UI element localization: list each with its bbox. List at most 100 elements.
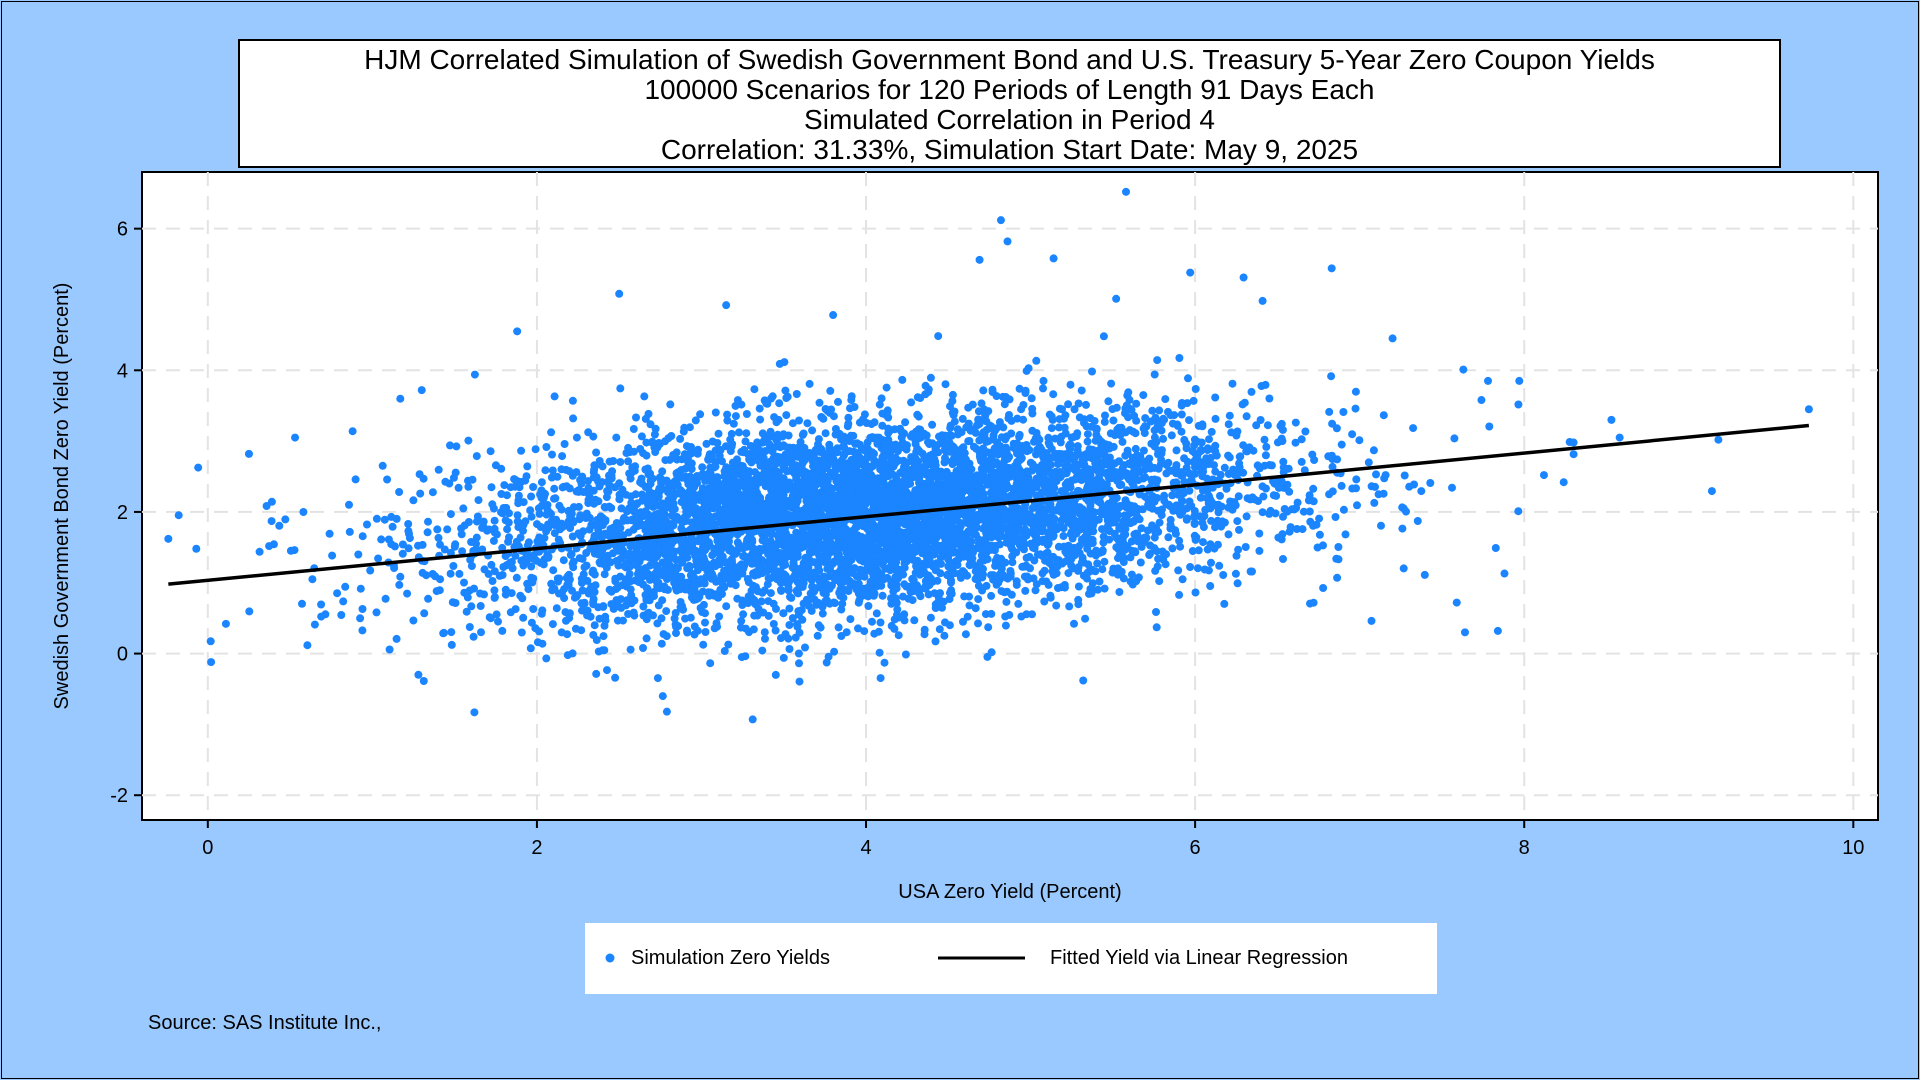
cloud-point: [472, 452, 481, 461]
cloud-point: [317, 600, 326, 609]
cloud-point: [926, 373, 935, 382]
cloud-point: [535, 627, 544, 636]
cloud-point: [1052, 601, 1061, 610]
cloud-point: [687, 465, 696, 473]
cloud-point: [385, 645, 394, 654]
cloud-point: [760, 586, 769, 595]
cloud-point: [1082, 422, 1091, 431]
cloud-point: [446, 510, 455, 519]
cloud-point: [490, 593, 499, 602]
cloud-point: [615, 495, 624, 504]
cloud-point: [303, 641, 312, 650]
cloud-point: [552, 604, 561, 613]
cloud-point: [569, 563, 578, 572]
cloud-point: [1399, 504, 1408, 513]
cloud-point: [577, 599, 586, 608]
cloud-point: [987, 591, 996, 600]
cloud-point: [1014, 599, 1023, 608]
cloud-point: [837, 632, 846, 640]
cloud-point: [1315, 514, 1324, 523]
cloud-point: [819, 414, 828, 423]
cloud-point: [1224, 470, 1233, 478]
cloud-point: [923, 514, 932, 523]
cloud-point: [1339, 505, 1348, 514]
cloud-point: [648, 437, 657, 446]
cloud-point: [1045, 410, 1054, 419]
cloud-point: [498, 626, 507, 635]
cloud-point: [611, 574, 620, 583]
cloud-point: [535, 533, 544, 542]
cloud-point: [958, 414, 967, 423]
cloud-point: [876, 618, 885, 627]
cloud-point: [1266, 506, 1275, 515]
cloud-point: [631, 576, 640, 585]
cloud-point: [932, 560, 941, 569]
cloud-point: [988, 385, 997, 394]
cloud-point: [1257, 382, 1266, 390]
cloud-point: [782, 411, 791, 420]
cloud-point: [1063, 478, 1072, 487]
cloud-point: [1007, 590, 1016, 599]
cloud-point: [850, 564, 859, 573]
cloud-point: [899, 443, 908, 452]
cloud-point: [625, 570, 634, 579]
cloud-point: [548, 620, 557, 629]
cloud-point: [1066, 440, 1075, 449]
cloud-point: [531, 445, 540, 454]
cloud-point: [761, 634, 769, 643]
cloud-point: [948, 397, 957, 406]
cloud-point: [1108, 568, 1117, 577]
cloud-point: [1026, 564, 1034, 573]
cloud-point: [657, 485, 666, 494]
cloud-point: [623, 516, 632, 525]
cloud-point: [750, 481, 759, 490]
cloud-point: [1216, 470, 1225, 479]
cloud-point: [571, 624, 580, 633]
cloud-point: [655, 501, 664, 510]
cloud-point: [1073, 486, 1082, 495]
cloud-point: [1426, 479, 1435, 487]
cloud-point: [758, 646, 767, 655]
cloud-point: [372, 608, 381, 617]
cloud-point: [677, 539, 686, 547]
cloud-point: [1177, 427, 1186, 436]
cloud-point: [460, 578, 468, 587]
cloud-point: [1214, 508, 1223, 517]
cloud-point: [1148, 477, 1156, 486]
cloud-point: [860, 627, 869, 636]
cloud-point: [591, 581, 600, 590]
cloud-point: [773, 567, 782, 576]
cloud-point: [687, 443, 695, 451]
cloud-point: [977, 399, 986, 408]
cloud-point: [504, 560, 513, 569]
cloud-point: [317, 612, 326, 621]
cloud-point: [975, 452, 984, 461]
cloud-point: [1277, 434, 1286, 443]
cloud-point: [757, 597, 766, 606]
cloud-point: [548, 450, 556, 459]
cloud-point: [572, 433, 581, 442]
cloud-point: [1707, 487, 1716, 496]
cloud-point: [1019, 415, 1028, 424]
cloud-point: [855, 554, 864, 563]
cloud-point: [1235, 459, 1244, 468]
cloud-point: [339, 597, 348, 606]
cloud-point: [1007, 416, 1016, 425]
cloud-point: [469, 632, 478, 641]
cloud-point: [771, 670, 780, 679]
cloud-point: [935, 625, 944, 634]
cloud-point: [968, 425, 977, 434]
cloud-point: [1205, 435, 1213, 444]
cloud-point: [487, 483, 496, 492]
cloud-point: [510, 475, 519, 484]
cloud-point: [900, 559, 909, 568]
cloud-point: [424, 594, 433, 603]
cloud-point: [514, 523, 523, 532]
cloud-point: [1050, 506, 1059, 515]
cloud-point: [298, 599, 306, 608]
cloud-point: [1118, 437, 1127, 446]
cloud-point: [470, 370, 479, 379]
cloud-point: [897, 427, 906, 436]
cloud-point: [358, 605, 367, 613]
cloud-point: [1190, 520, 1199, 528]
